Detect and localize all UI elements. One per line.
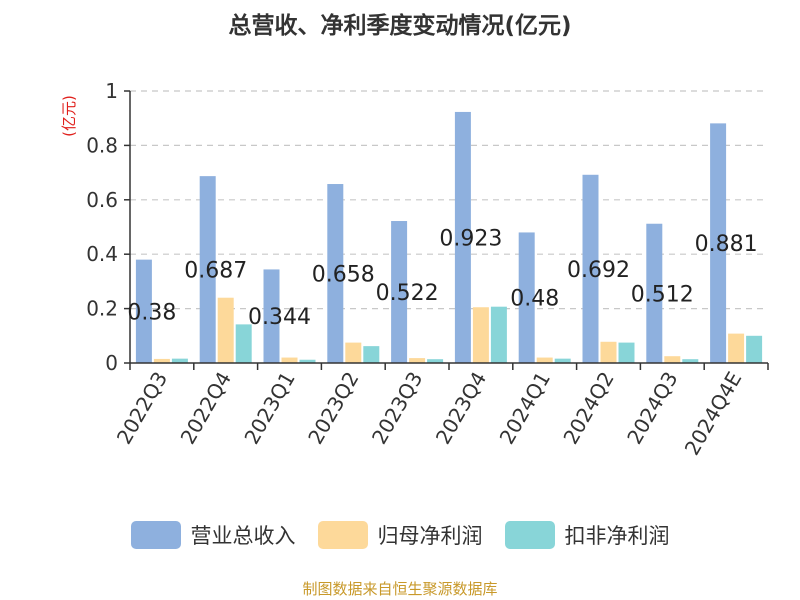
y-axis-label: (亿元) bbox=[60, 95, 78, 137]
bar[interactable] bbox=[536, 357, 553, 363]
bar[interactable] bbox=[664, 356, 681, 363]
source-note: 制图数据来自恒生聚源数据库 bbox=[302, 580, 498, 598]
data-label: 0.48 bbox=[510, 287, 559, 312]
data-label: 0.522 bbox=[376, 281, 439, 306]
bar[interactable] bbox=[427, 359, 444, 363]
legend-label-net-profit: 归母净利润 bbox=[377, 524, 483, 548]
data-label: 0.512 bbox=[631, 282, 694, 307]
y-tick-label: 0.2 bbox=[86, 297, 118, 321]
x-tick-label: 2022Q4 bbox=[176, 368, 236, 449]
legend-swatch-revenue bbox=[130, 521, 181, 549]
data-label: 0.658 bbox=[312, 263, 375, 288]
x-tick-label: 2024Q1 bbox=[495, 368, 555, 449]
bar[interactable] bbox=[554, 358, 571, 363]
y-tick-label: 0 bbox=[105, 351, 118, 375]
legend-item-revenue[interactable]: 营业总收入 bbox=[130, 520, 296, 550]
bar[interactable] bbox=[153, 358, 170, 363]
legend-item-net-profit[interactable]: 归母净利润 bbox=[317, 520, 483, 550]
bar[interactable] bbox=[618, 342, 635, 363]
bar[interactable] bbox=[327, 184, 344, 363]
y-tick-label: 1 bbox=[105, 79, 118, 103]
legend-label-revenue: 营业总收入 bbox=[190, 524, 296, 548]
bar[interactable] bbox=[135, 259, 152, 363]
x-tick-label: 2023Q2 bbox=[303, 368, 363, 449]
bar[interactable] bbox=[345, 342, 362, 363]
bar[interactable] bbox=[582, 174, 599, 363]
bars bbox=[135, 111, 763, 363]
bar[interactable] bbox=[199, 176, 216, 363]
legend-label-deducted-profit: 扣非净利润 bbox=[564, 524, 670, 548]
bar[interactable] bbox=[217, 297, 234, 363]
x-tick-label: 2024Q2 bbox=[558, 368, 618, 449]
bar[interactable] bbox=[600, 341, 617, 363]
bar[interactable] bbox=[490, 306, 507, 363]
bar[interactable] bbox=[472, 307, 489, 363]
legend-swatch-net-profit bbox=[317, 521, 368, 549]
data-label: 0.923 bbox=[439, 226, 502, 251]
x-tick-label: 2022Q3 bbox=[112, 368, 172, 449]
x-tick-label: 2023Q1 bbox=[239, 368, 299, 449]
bar[interactable] bbox=[281, 357, 298, 363]
bar[interactable] bbox=[646, 223, 663, 363]
bar[interactable] bbox=[391, 221, 408, 363]
x-tick-label: 2024Q4E bbox=[680, 368, 747, 460]
data-labels: 0.380.6870.3440.6580.5220.9230.480.6920.… bbox=[127, 226, 757, 330]
bar[interactable] bbox=[710, 123, 727, 363]
data-label: 0.687 bbox=[184, 259, 247, 284]
y-tick-label: 0.6 bbox=[86, 188, 118, 212]
legend-item-deducted-profit[interactable]: 扣非净利润 bbox=[504, 520, 670, 550]
legend-swatch-deducted-profit bbox=[504, 521, 555, 549]
bar[interactable] bbox=[728, 333, 745, 363]
bar[interactable] bbox=[235, 324, 252, 363]
bar[interactable] bbox=[518, 232, 535, 363]
bar[interactable] bbox=[299, 359, 316, 363]
chart-title: 总营收、净利季度变动情况(亿元) bbox=[228, 13, 572, 39]
data-label: 0.38 bbox=[127, 300, 176, 325]
data-label: 0.692 bbox=[567, 258, 630, 283]
x-tick-label: 2023Q3 bbox=[367, 368, 427, 449]
bar[interactable] bbox=[409, 358, 426, 363]
y-tick-label: 0.4 bbox=[86, 242, 118, 266]
legend: 营业总收入 归母净利润 扣非净利润 bbox=[0, 520, 800, 550]
bar[interactable] bbox=[171, 358, 188, 363]
bar[interactable] bbox=[263, 269, 280, 363]
data-label: 0.881 bbox=[695, 232, 758, 257]
bar[interactable] bbox=[454, 111, 471, 363]
x-tick-label: 2023Q4 bbox=[431, 368, 491, 449]
bar[interactable] bbox=[682, 359, 699, 363]
bar[interactable] bbox=[363, 346, 380, 363]
x-tick-label: 2024Q3 bbox=[622, 368, 682, 449]
data-label: 0.344 bbox=[248, 305, 311, 330]
y-tick-label: 0.8 bbox=[86, 133, 118, 157]
bar[interactable] bbox=[746, 335, 763, 363]
